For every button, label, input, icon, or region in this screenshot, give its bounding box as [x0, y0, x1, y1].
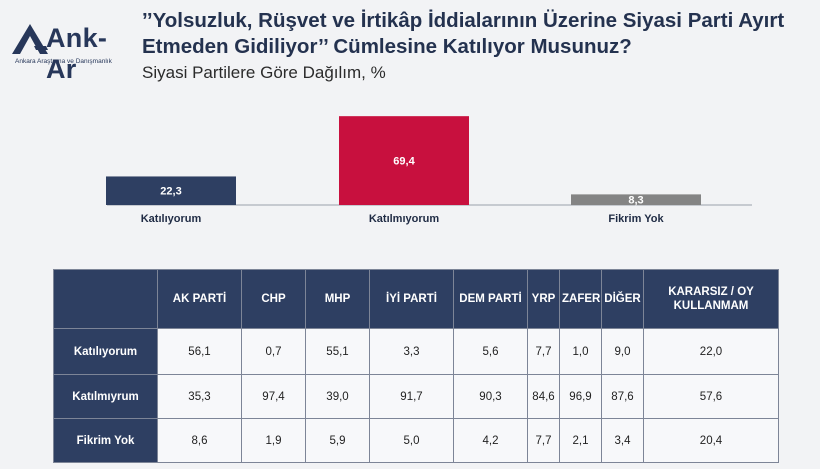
table-row: Katılıyorum 56,1 0,7 55,1 3,3 5,6 7,7 1,0 9,0 22,… [53, 328, 779, 375]
column-header: DEM PARTİ [453, 269, 528, 329]
table-cell: 35,3 [157, 374, 242, 419]
column-header: MHP [305, 269, 370, 329]
column-header: İYİ PARTİ [369, 269, 454, 329]
table-cell: 5,6 [453, 328, 528, 375]
table-cell: 3,3 [369, 328, 454, 375]
category-label: Katılmıyorum [369, 213, 440, 225]
table-cell: 91,7 [369, 374, 454, 419]
table-cell: 7,7 [527, 328, 560, 375]
table-cell: 5,0 [369, 418, 454, 463]
table-cell: 90,3 [453, 374, 528, 419]
column-header: CHP [241, 269, 306, 329]
bar-value-label: 8,3 [628, 195, 643, 207]
table-cell: 97,4 [241, 374, 306, 419]
table-corner-cell [53, 269, 158, 329]
table-cell: 84,6 [527, 374, 560, 419]
table-cell: 7,7 [527, 418, 560, 463]
row-header: Katılıyorum [53, 328, 158, 375]
table-row: Katılmıyrum 35,3 97,4 39,0 91,7 90,3 84,6 96,9 8… [53, 374, 779, 419]
row-header: Katılmıyrum [53, 374, 158, 419]
table-cell: 5,9 [305, 418, 370, 463]
bar-2 [571, 194, 701, 205]
bar-chart-container: 22,3 Katılıyorum 69,4 Katılmıyorum 8,3 Fikrim… [0, 95, 820, 230]
bar-value-label: 22,3 [160, 186, 181, 198]
table-cell: 39,0 [305, 374, 370, 419]
table-cell: 0,7 [241, 328, 306, 375]
table-cell: 56,1 [157, 328, 242, 375]
table-cell: 96,9 [559, 374, 602, 419]
table-header-row: AK PARTİ CHP MHP İYİ PARTİ DEM PARTİ YRP ZAFER… [53, 269, 779, 329]
table-cell: 1,0 [559, 328, 602, 375]
table-cell: 9,0 [601, 328, 644, 375]
column-header: YRP [527, 269, 560, 329]
bar-0 [106, 176, 236, 205]
column-header: ZAFER [559, 269, 602, 329]
category-label: Fikrim Yok [608, 213, 664, 225]
bar-chart: 22,3 Katılıyorum 69,4 Katılmıyorum 8,3 Fikrim… [106, 116, 752, 225]
header: ’’Yolsuzluk, Rüşvet ve İrtikâp İddiaları… [142, 8, 812, 83]
table-cell: 4,2 [453, 418, 528, 463]
table-cell: 2,1 [559, 418, 602, 463]
category-label: Katılıyorum [141, 213, 202, 225]
column-header: KARARSIZ / OY KULLANMAM [643, 269, 779, 329]
logo-name: Ank-Ar [46, 23, 108, 84]
column-header: AK PARTİ [157, 269, 242, 329]
table-cell: 55,1 [305, 328, 370, 375]
table-cell: 57,6 [643, 374, 779, 419]
table-cell: 8,6 [157, 418, 242, 463]
table-cell: 1,9 [241, 418, 306, 463]
table-row: Fikrim Yok 8,6 1,9 5,9 5,0 4,2 7,7 2,1 3,4 20,4 [53, 418, 779, 463]
party-breakdown-table: AK PARTİ CHP MHP İYİ PARTİ DEM PARTİ YRP ZAFER… [53, 269, 779, 463]
row-header: Fikrim Yok [53, 418, 158, 463]
logo-tagline: Ankara Araştırma ve Danışmanlık [15, 58, 112, 65]
column-header: DİĞER [601, 269, 644, 329]
ank-ar-logo: Ank-Ar Ankara Araştırma ve Danışmanlık [10, 22, 122, 84]
table-cell: 87,6 [601, 374, 644, 419]
table-body: Katılıyorum 56,1 0,7 55,1 3,3 5,6 7,7 1,0 9,0 22,… [53, 328, 779, 463]
page-subtitle: Siyasi Partilere Göre Dağılım, % [142, 63, 386, 82]
bar-value-label: 69,4 [393, 156, 415, 168]
table-cell: 20,4 [643, 418, 779, 463]
bar-1 [339, 116, 469, 205]
table-cell: 22,0 [643, 328, 779, 375]
page-title: ’’Yolsuzluk, Rüşvet ve İrtikâp İddiaları… [142, 9, 785, 58]
table-cell: 3,4 [601, 418, 644, 463]
logo-mark-icon [12, 24, 48, 54]
party-breakdown-table-container: AK PARTİ CHP MHP İYİ PARTİ DEM PARTİ YRP ZAFER… [53, 269, 779, 463]
